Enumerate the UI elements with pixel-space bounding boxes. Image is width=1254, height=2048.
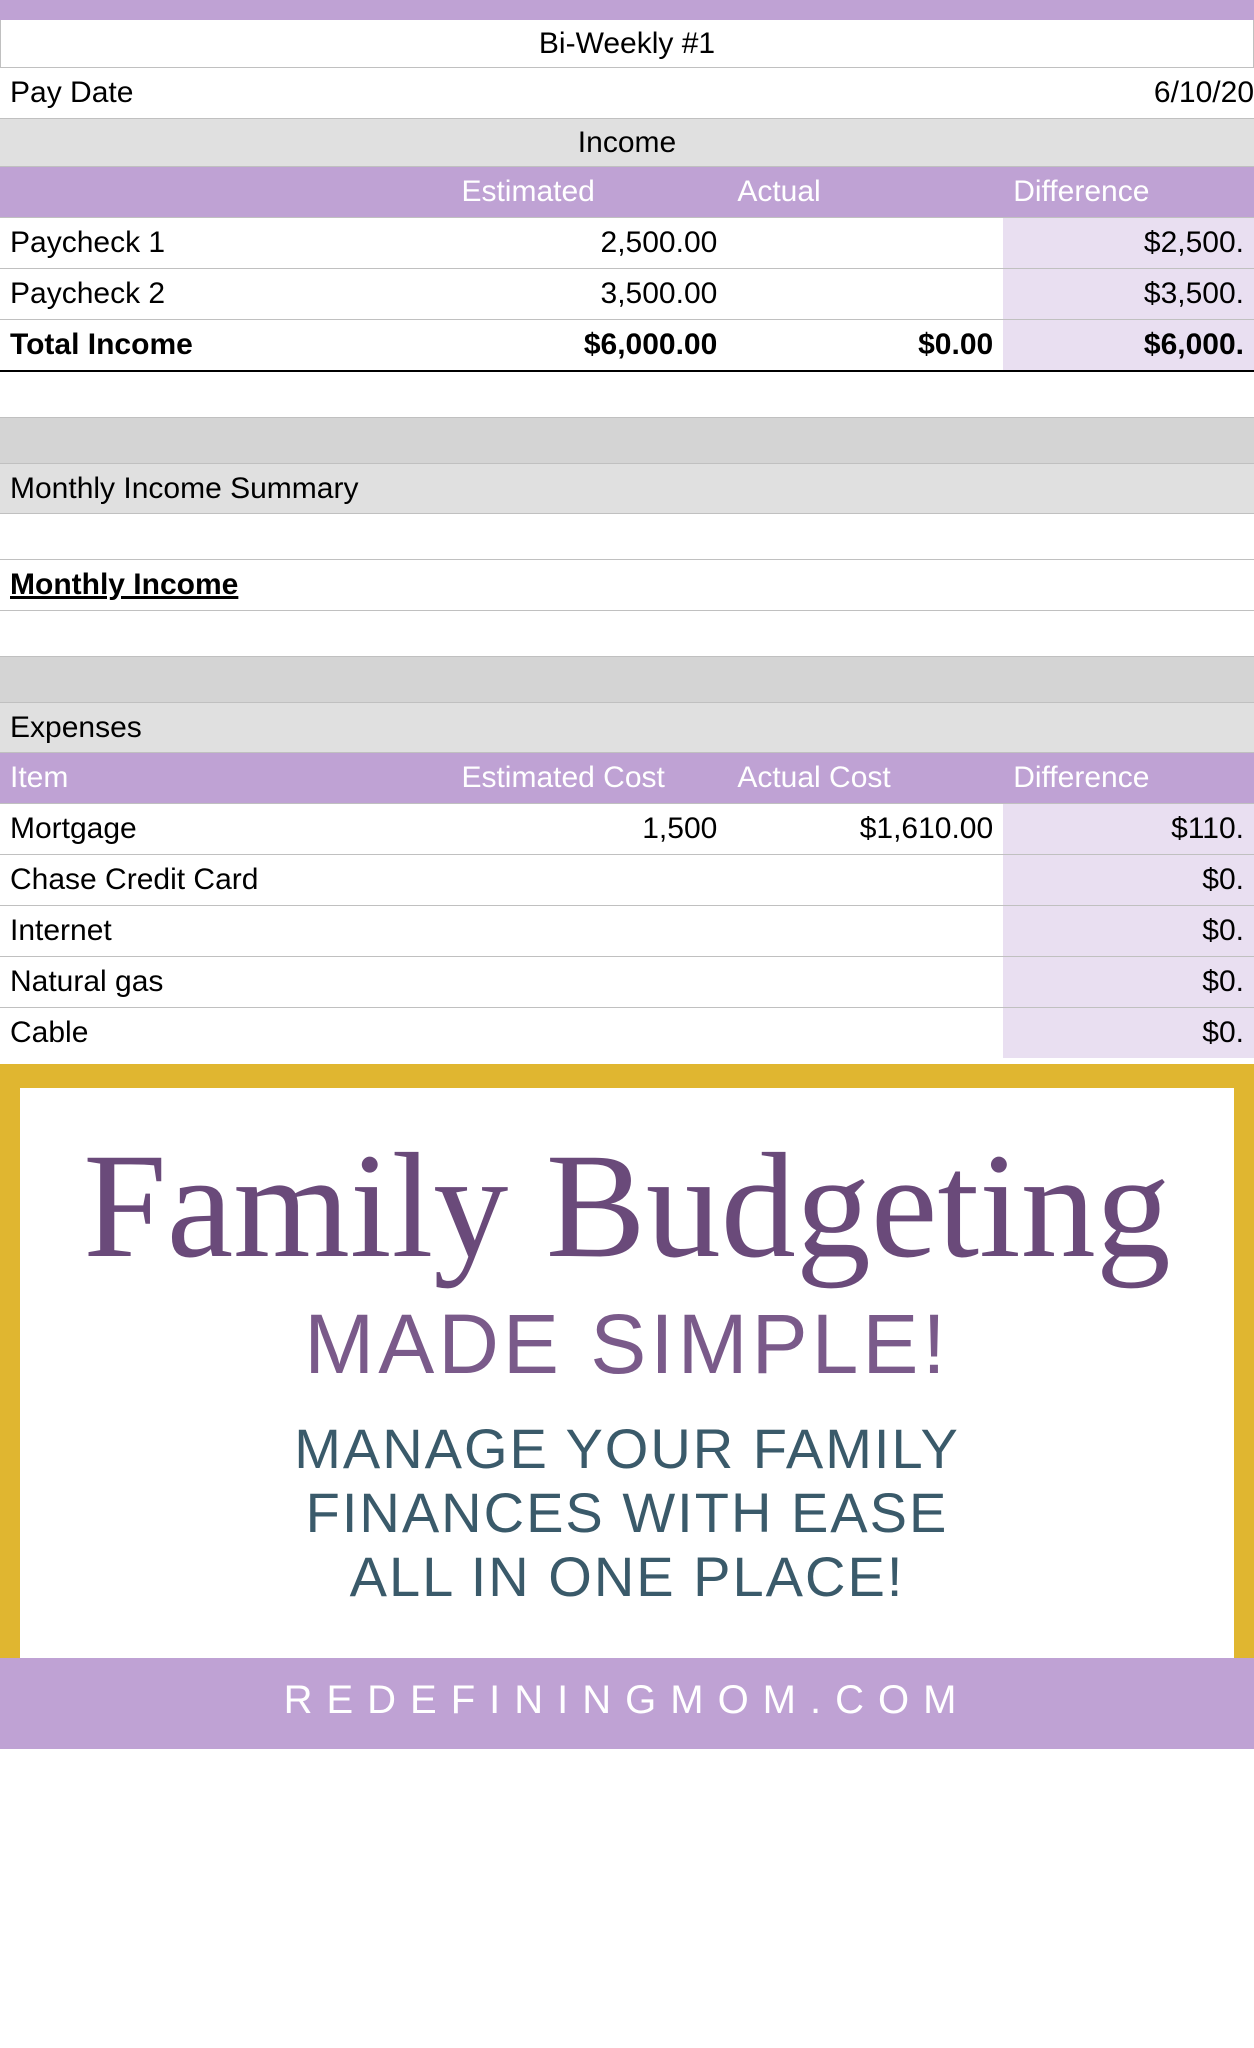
income-row-difference: $2,500.	[1003, 218, 1254, 268]
expense-row-difference: $0.	[1003, 906, 1254, 956]
period-title: Bi-Weekly #1	[539, 27, 715, 61]
footer-url[interactable]: REDEFININGMOM.COM	[0, 1658, 1254, 1749]
income-row-actual[interactable]	[727, 235, 1003, 251]
expense-row[interactable]: Internet $0.	[0, 906, 1254, 957]
income-header-row: Estimated Actual Difference	[0, 167, 1254, 218]
tagline-line: ALL IN ONE PLACE!	[40, 1545, 1214, 1609]
expense-row-estimated[interactable]	[451, 923, 727, 939]
income-total-actual: $0.00	[727, 320, 1003, 370]
expense-row-label: Cable	[0, 1008, 451, 1058]
banner-subtitle: MADE SIMPLE!	[40, 1296, 1214, 1393]
income-total-label: Total Income	[0, 320, 451, 370]
expenses-header-actual: Actual Cost	[727, 753, 1003, 803]
expense-row-actual[interactable]: $1,610.00	[727, 804, 1003, 854]
income-row-estimated[interactable]: 3,500.00	[451, 269, 727, 319]
income-row[interactable]: Paycheck 2 3,500.00 $3,500.	[0, 269, 1254, 320]
income-total-row: Total Income $6,000.00 $0.00 $6,000.	[0, 320, 1254, 372]
income-header-difference: Difference	[1003, 167, 1254, 217]
income-section-title-row: Income	[0, 119, 1254, 167]
pay-date-row[interactable]: Pay Date 6/10/20	[0, 68, 1254, 119]
pay-date-label: Pay Date	[0, 68, 502, 118]
expenses-header-difference: Difference	[1003, 753, 1254, 803]
expense-row-actual[interactable]	[727, 974, 1003, 990]
expense-row-label: Natural gas	[0, 957, 451, 1007]
expense-row-estimated[interactable]	[451, 974, 727, 990]
expenses-header-estimated: Estimated Cost	[451, 753, 727, 803]
period-title-row: Bi-Weekly #1	[0, 20, 1254, 68]
expense-row[interactable]: Cable $0.	[0, 1008, 1254, 1058]
income-row-actual[interactable]	[727, 286, 1003, 302]
expense-row[interactable]: Chase Credit Card $0.	[0, 855, 1254, 906]
monthly-income-row: Monthly Income	[0, 560, 1254, 611]
expenses-section-title-row: Expenses	[0, 703, 1254, 753]
expense-row-difference: $0.	[1003, 1008, 1254, 1058]
income-header-blank	[0, 184, 451, 200]
expense-row-label: Chase Credit Card	[0, 855, 451, 905]
expense-row-label: Internet	[0, 906, 451, 956]
income-total-difference: $6,000.	[1003, 320, 1254, 370]
income-row-estimated[interactable]: 2,500.00	[451, 218, 727, 268]
income-section-title: Income	[578, 126, 676, 160]
income-row[interactable]: Paycheck 1 2,500.00 $2,500.	[0, 218, 1254, 269]
expense-row-difference: $0.	[1003, 855, 1254, 905]
expense-row-estimated[interactable]	[451, 872, 727, 888]
income-header-actual: Actual	[727, 167, 1003, 217]
tagline-line: MANAGE YOUR FAMILY	[40, 1417, 1214, 1481]
income-header-estimated: Estimated	[451, 167, 727, 217]
monthly-summary-row: Monthly Income Summary	[0, 464, 1254, 514]
blank-row	[0, 372, 1254, 418]
expense-row-label: Mortgage	[0, 804, 451, 854]
expense-row-estimated[interactable]	[451, 1025, 727, 1041]
gray-spacer	[0, 418, 1254, 464]
expense-row-difference: $110.	[1003, 804, 1254, 854]
expenses-header-row: Item Estimated Cost Actual Cost Differen…	[0, 753, 1254, 804]
expense-row-actual[interactable]	[727, 923, 1003, 939]
expense-row-actual[interactable]	[727, 1025, 1003, 1041]
promo-banner-inner: Family Budgeting MADE SIMPLE! MANAGE YOU…	[20, 1088, 1234, 1658]
income-row-label: Paycheck 2	[0, 269, 451, 319]
expenses-header-item: Item	[0, 753, 451, 803]
promo-banner: Family Budgeting MADE SIMPLE! MANAGE YOU…	[0, 1064, 1254, 1658]
income-row-difference: $3,500.	[1003, 269, 1254, 319]
monthly-summary-label: Monthly Income Summary	[10, 472, 358, 506]
expense-row-actual[interactable]	[727, 872, 1003, 888]
pay-date-value[interactable]: 6/10/20	[502, 68, 1254, 118]
top-accent-bar	[0, 0, 1254, 20]
income-total-estimated: $6,000.00	[451, 320, 727, 370]
blank-row	[0, 514, 1254, 560]
income-row-label: Paycheck 1	[0, 218, 451, 268]
banner-tagline: MANAGE YOUR FAMILY FINANCES WITH EASE AL…	[40, 1417, 1214, 1610]
banner-title: Family Budgeting	[40, 1128, 1214, 1286]
blank-row	[0, 611, 1254, 657]
expense-row-difference: $0.	[1003, 957, 1254, 1007]
monthly-income-label: Monthly Income	[10, 568, 238, 602]
expense-row-estimated[interactable]: 1,500	[451, 804, 727, 854]
expense-row[interactable]: Mortgage 1,500 $1,610.00 $110.	[0, 804, 1254, 855]
expense-row[interactable]: Natural gas $0.	[0, 957, 1254, 1008]
tagline-line: FINANCES WITH EASE	[40, 1481, 1214, 1545]
gray-spacer	[0, 657, 1254, 703]
expenses-section-title: Expenses	[10, 711, 142, 745]
